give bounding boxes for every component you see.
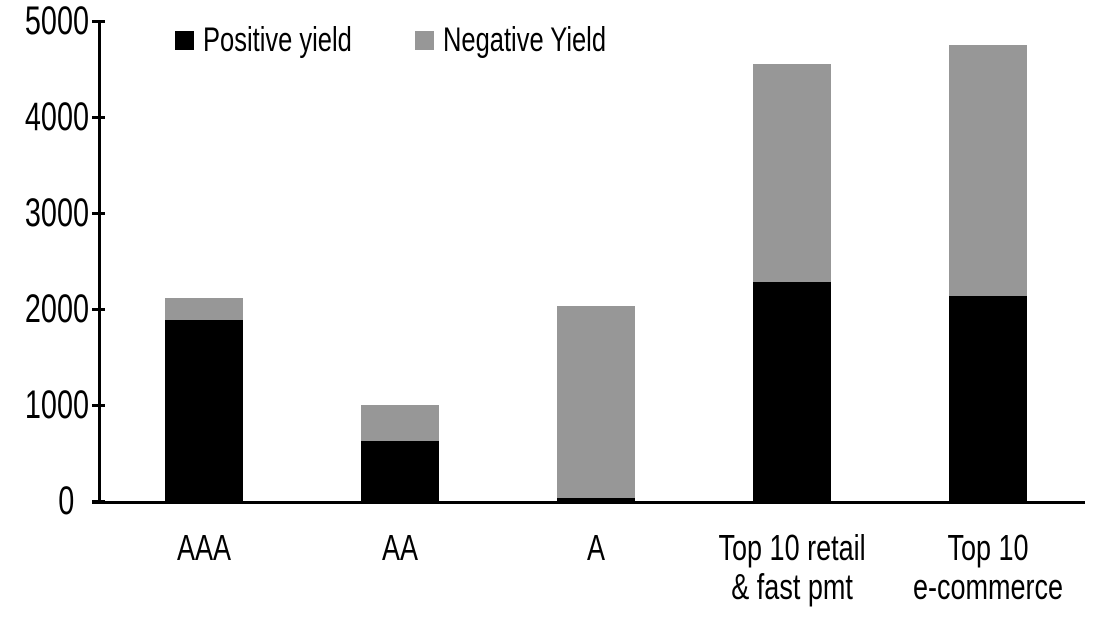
legend-swatch-positive-yield-icon (175, 30, 194, 50)
legend-item-negative-yield: Negative Yield (415, 21, 660, 59)
y-axis-tick-label: 1000 (24, 383, 89, 427)
y-axis-tick-label: 2000 (24, 287, 89, 331)
bar-segment-positive-top-10 (949, 295, 1027, 501)
x-axis-line (92, 501, 1085, 504)
legend-swatch-negative-yield-icon (415, 30, 434, 50)
y-axis-tick-label: 5000 (24, 0, 89, 43)
legend-item-positive-yield: Positive yield (175, 21, 401, 59)
bar-segment-positive-top-10-retail (753, 282, 831, 501)
bar-segment-negative-aa (361, 405, 439, 442)
y-axis-tick-label: 0 (57, 479, 74, 523)
legend-label-positive-yield: Positive yield (203, 21, 352, 59)
bar-segment-negative-top-10-retail (753, 64, 831, 283)
x-axis-category-label: AAA (176, 527, 232, 568)
x-axis-category-label: Top 10 e-commerce (912, 527, 1064, 607)
bar-segment-negative-aaa (165, 298, 243, 320)
y-axis-tick-label: 3000 (24, 191, 89, 235)
x-axis-category-label: A (586, 527, 605, 568)
bar-segment-negative-top-10 (949, 45, 1027, 296)
y-axis-line (98, 20, 101, 504)
x-axis-category-label: AA (381, 527, 419, 568)
y-axis-tick-label: 4000 (24, 95, 89, 139)
legend-label-negative-yield: Negative Yield (443, 21, 607, 59)
x-axis-category-label: Top 10 retail & fast pmt (718, 527, 866, 607)
bar-segment-positive-aa (361, 441, 439, 501)
bar-segment-negative-a (557, 306, 635, 499)
bar-segment-positive-aaa (165, 319, 243, 501)
bar-segment-positive-a (557, 498, 635, 501)
